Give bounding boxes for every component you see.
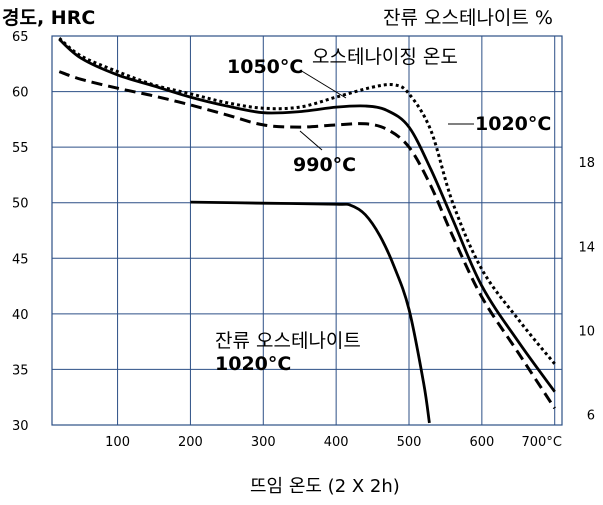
annotation-1050: 1050°C (227, 56, 303, 78)
tick-labels: 100 200 300 400 500 600 700°C 30 35 40 45 50 55 60 65 6… (12, 30, 595, 450)
y-tick-label: 40 (12, 308, 29, 323)
right-tick-label: 14 (578, 240, 595, 255)
x-tick-label: 600 (469, 435, 494, 450)
right-tick-label: 6 (587, 408, 595, 423)
y-tick-label: 50 (12, 197, 29, 212)
x-tick-label: 300 (251, 435, 276, 450)
x-axis-label: 뜨임 온도 (2 X 2h) (250, 476, 400, 497)
series-line-3 (190, 200, 431, 424)
annotation-austenitizing-title: 오스테나이징 온도 (312, 46, 458, 68)
x-tick-label: 700°C (522, 435, 562, 450)
annotation-1020: 1020°C (475, 113, 551, 135)
annotation-retained-title: 잔류 오스테나이트 (215, 330, 361, 352)
x-tick-label: 100 (105, 435, 130, 450)
y-tick-label: 65 (12, 30, 29, 45)
x-tick-label: 200 (178, 435, 203, 450)
right-tick-label: 10 (578, 324, 595, 339)
series-lines (58, 37, 556, 424)
annotation-990: 990°C (293, 154, 356, 176)
leader-1050 (299, 69, 347, 99)
series-line-1 (58, 38, 556, 393)
plot-frame (51, 35, 563, 426)
y-tick-label: 30 (12, 419, 29, 434)
y-tick-label: 45 (12, 252, 29, 267)
y-tick-label: 60 (12, 86, 29, 101)
y-axis-label-right: 잔류 오스테나이트 % (383, 7, 553, 29)
y-axis-label-left: 경도, HRC (2, 7, 95, 29)
y-tick-label: 55 (12, 141, 29, 156)
series-line-2 (58, 70, 556, 410)
x-tick-label: 400 (324, 435, 349, 450)
annotation-retained-temp: 1020°C (215, 353, 291, 375)
leader-990 (299, 130, 323, 151)
grid (51, 35, 563, 426)
x-tick-label: 500 (397, 435, 422, 450)
y-tick-label: 35 (12, 363, 29, 378)
series-line-0 (58, 37, 556, 365)
right-tick-label: 18 (578, 156, 595, 171)
